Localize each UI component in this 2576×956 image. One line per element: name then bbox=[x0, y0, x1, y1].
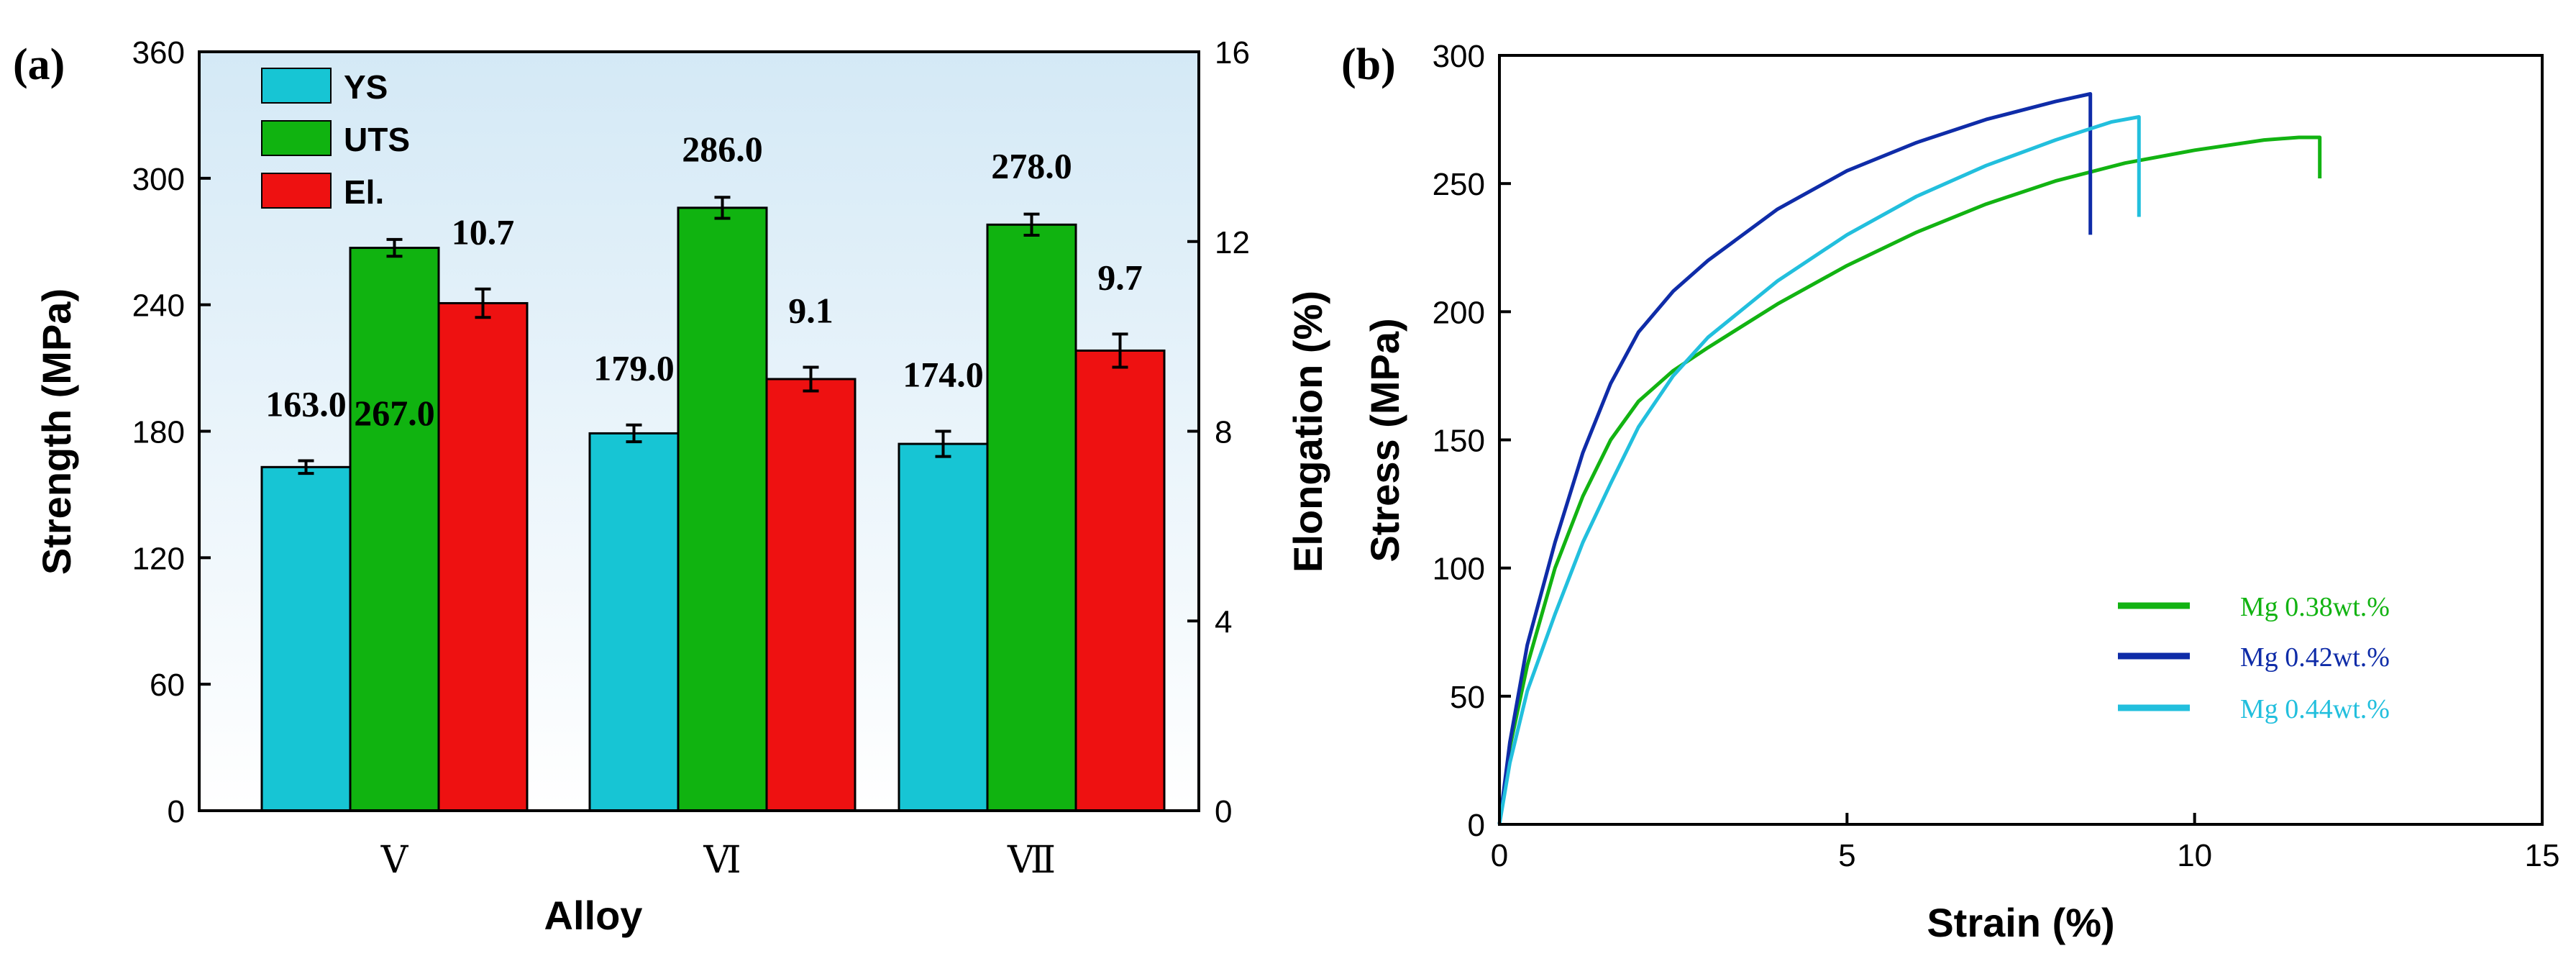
curve-044 bbox=[1497, 115, 2141, 825]
data-label-ys-vi: 179.0 bbox=[593, 348, 675, 388]
error-bar-ys-vii bbox=[935, 429, 951, 458]
error-bar-el-vii bbox=[1112, 332, 1128, 369]
plot-b-curves bbox=[1497, 92, 2322, 825]
bar-el-vii bbox=[1074, 349, 1166, 812]
plot-b-legend: Mg 0.38wt.% Mg 0.42wt.% Mg 0.44wt.% bbox=[2118, 592, 2390, 724]
y2-tick-label: 8 bbox=[1215, 415, 1232, 450]
curve-042 bbox=[1497, 92, 2093, 825]
bar-ys-vii bbox=[898, 442, 989, 812]
x-tick-label: 5 bbox=[1838, 838, 1855, 873]
data-label-el-vi: 9.1 bbox=[788, 290, 833, 330]
bar-el-vi bbox=[765, 378, 857, 812]
curve-038 bbox=[1497, 135, 2322, 825]
error-bar-ys-v bbox=[298, 459, 314, 475]
data-label-ys-v: 163.0 bbox=[265, 384, 347, 424]
y2-tick-label: 4 bbox=[1215, 604, 1232, 639]
x-tick-label: 10 bbox=[2177, 838, 2212, 873]
legend-label-mg038: Mg 0.38wt.% bbox=[2240, 592, 2390, 622]
panel-b-label: (b) bbox=[1341, 40, 1396, 89]
y-tick-label: 120 bbox=[132, 541, 185, 576]
data-label-uts-vi: 286.0 bbox=[682, 129, 763, 169]
error-bar-uts-vi bbox=[714, 196, 731, 220]
y-tick-label: 100 bbox=[1433, 552, 1485, 587]
bar-uts-vii bbox=[986, 223, 1077, 812]
plot-a-error-bars bbox=[298, 196, 1128, 475]
data-label-ys-vii: 174.0 bbox=[903, 355, 984, 395]
y-tick-label: 250 bbox=[1433, 167, 1485, 202]
bar-ys-v bbox=[260, 465, 352, 812]
plot-a-x-axis: Ⅴ Ⅵ Ⅶ bbox=[380, 840, 1056, 881]
y-tick-label: 150 bbox=[1433, 424, 1485, 459]
legend-label-mg042: Mg 0.42wt.% bbox=[2240, 642, 2390, 673]
data-label-el-vii: 9.7 bbox=[1097, 257, 1143, 297]
panel-b: (b) 0 50 100 150 200 250 300 0 5 10 15 Strain (%)… bbox=[1341, 39, 2559, 945]
plot-b-y-axis-label: Stress (MPa) bbox=[1362, 318, 1407, 562]
y-tick-label: 360 bbox=[132, 35, 185, 70]
plot-a-x-axis-label: Alloy bbox=[544, 893, 643, 938]
y-tick-label: 200 bbox=[1433, 295, 1485, 330]
data-label-uts-vii: 278.0 bbox=[991, 146, 1072, 186]
bar-uts-v bbox=[349, 247, 440, 812]
x-tick-label-v: Ⅴ bbox=[380, 840, 409, 881]
plot-a-y2-axis-label: Elongation (%) bbox=[1285, 291, 1330, 573]
plot-b-y-axis: 0 50 100 150 200 250 300 bbox=[1433, 39, 1511, 843]
legend-swatch-el bbox=[261, 173, 332, 209]
y-tick-label: 50 bbox=[1450, 680, 1485, 715]
error-bar-ys-vi bbox=[626, 423, 642, 444]
y-tick-label: 240 bbox=[132, 288, 185, 324]
plot-a-y-axis-label: Strength (MPa) bbox=[34, 288, 79, 575]
y2-tick-label: 12 bbox=[1215, 225, 1250, 260]
error-bar-el-v bbox=[475, 287, 491, 319]
data-label-uts-v: 267.0 bbox=[354, 393, 435, 433]
x-tick-label-vi: Ⅵ bbox=[703, 840, 741, 881]
y-tick-label: 300 bbox=[132, 162, 185, 197]
y-tick-label: 0 bbox=[168, 794, 185, 829]
x-tick-label: 0 bbox=[1491, 838, 1508, 873]
y-tick-label: 60 bbox=[150, 668, 185, 703]
y2-tick-label: 0 bbox=[1215, 794, 1232, 829]
bar-uts-vi bbox=[677, 206, 768, 812]
plot-a-left-axis: 0 60 120 180 240 300 360 bbox=[132, 35, 211, 829]
legend-label-el: El. bbox=[344, 173, 384, 211]
x-tick-label: 15 bbox=[2525, 838, 2560, 873]
plot-a-legend: YS UTS El. bbox=[261, 68, 410, 211]
plot-b-background bbox=[1499, 55, 2542, 824]
y-tick-label: 180 bbox=[132, 415, 185, 450]
plot-a-data-labels: 163.0 267.0 10.7 179.0 286.0 9.1 174.0 278.0 9.7 bbox=[265, 129, 1143, 433]
x-tick-label-vii: Ⅶ bbox=[1007, 840, 1056, 881]
legend-swatch-uts bbox=[261, 120, 332, 156]
error-bar-uts-vii bbox=[1023, 212, 1040, 237]
plot-b-x-axis: 0 5 10 15 bbox=[1491, 813, 2560, 873]
y2-tick-label: 16 bbox=[1215, 35, 1250, 70]
plot-a-bars bbox=[260, 206, 1166, 812]
plot-b-x-axis-label: Strain (%) bbox=[1927, 900, 2114, 945]
bar-el-v bbox=[437, 301, 529, 812]
y-tick-label: 0 bbox=[1468, 808, 1485, 843]
plot-a-right-axis: 0 4 8 12 16 bbox=[1187, 35, 1250, 829]
error-bar-el-vi bbox=[803, 365, 819, 393]
legend-swatch-ys bbox=[261, 68, 332, 104]
panel-a-label: (a) bbox=[13, 40, 65, 89]
y-tick-label: 300 bbox=[1433, 39, 1485, 74]
bar-ys-vi bbox=[588, 432, 680, 812]
data-label-el-v: 10.7 bbox=[452, 212, 515, 252]
error-bar-uts-v bbox=[386, 237, 403, 258]
legend-label-uts: UTS bbox=[344, 121, 410, 158]
panel-a: (a) 163.0 267.0 10.7 179.0 286.0 9.1 174.0 278.… bbox=[13, 35, 1330, 938]
legend-label-ys: YS bbox=[344, 68, 388, 106]
legend-label-mg044: Mg 0.44wt.% bbox=[2240, 694, 2390, 724]
